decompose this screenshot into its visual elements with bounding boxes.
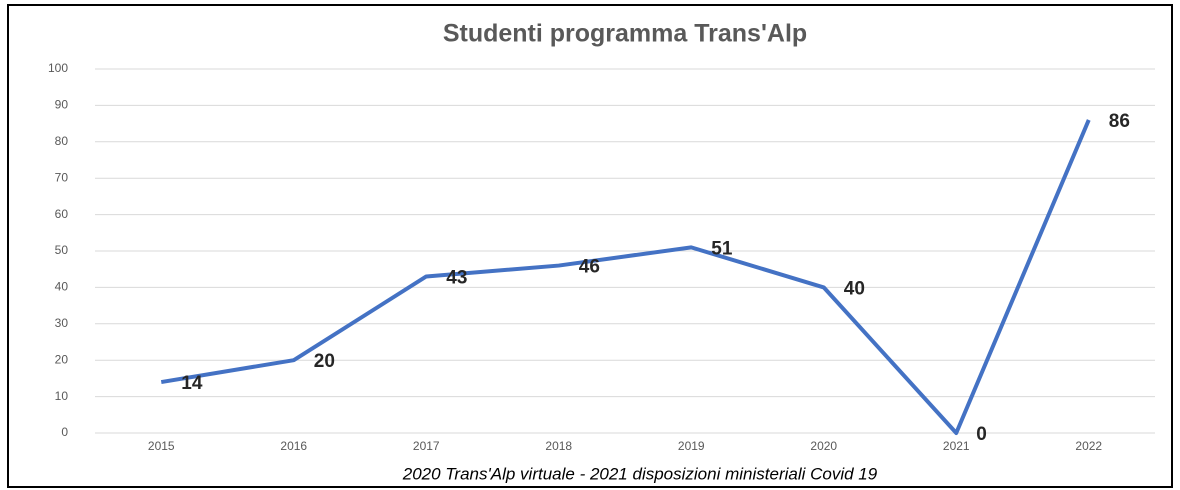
x-tick-label: 2020 bbox=[810, 439, 837, 453]
x-tick-label: 2022 bbox=[1075, 439, 1102, 453]
x-tick-label: 2021 bbox=[943, 439, 970, 453]
y-tick-label: 30 bbox=[55, 316, 69, 330]
x-tick-label: 2019 bbox=[678, 439, 705, 453]
x-tick-label: 2018 bbox=[545, 439, 572, 453]
data-label: 0 bbox=[976, 424, 987, 445]
data-label: 40 bbox=[844, 278, 865, 299]
y-tick-label: 90 bbox=[55, 98, 69, 112]
data-label: 86 bbox=[1109, 111, 1130, 132]
data-label: 51 bbox=[711, 238, 733, 259]
y-tick-label: 100 bbox=[48, 61, 68, 75]
x-tick-label: 2017 bbox=[413, 439, 440, 453]
data-label: 46 bbox=[579, 257, 600, 278]
y-tick-label: 60 bbox=[55, 207, 69, 221]
y-tick-label: 10 bbox=[55, 389, 69, 403]
data-label: 14 bbox=[181, 373, 203, 394]
chart-title: Studenti programma Trans'Alp bbox=[443, 20, 807, 48]
annotation: 2020 Trans'Alp virtuale - 2021 disposizi… bbox=[402, 464, 878, 483]
line bbox=[160, 119, 1091, 435]
x-tick-label: 2015 bbox=[148, 439, 175, 453]
y-tick-label: 70 bbox=[55, 170, 69, 184]
frame bbox=[7, 4, 1173, 488]
y-tick-label: 20 bbox=[55, 352, 69, 366]
y-tick-label: 0 bbox=[61, 425, 68, 439]
data-label: 43 bbox=[446, 267, 467, 288]
x-tick-label: 2016 bbox=[280, 439, 307, 453]
y-tick-label: 80 bbox=[55, 134, 69, 148]
y-tick-label: 50 bbox=[55, 243, 69, 257]
data-label: 20 bbox=[314, 351, 335, 372]
y-tick-label: 40 bbox=[55, 280, 69, 294]
